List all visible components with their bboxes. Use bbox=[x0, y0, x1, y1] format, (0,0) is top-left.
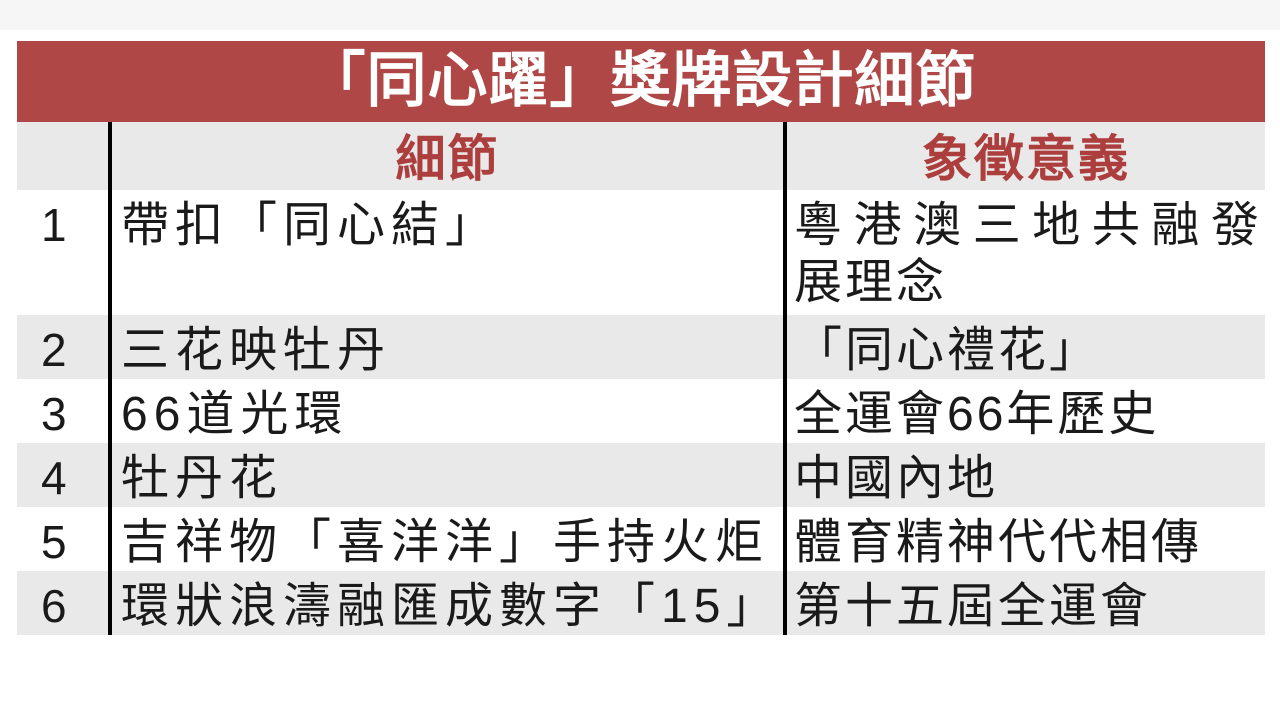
meaning-line: 粵港澳三地共融發 bbox=[794, 199, 1259, 252]
detail-cell: 環狀浪濤融匯成數字「15」 bbox=[108, 571, 783, 635]
table-title: 「同心躍」獎牌設計細節 bbox=[17, 41, 1265, 122]
row-number: 1 bbox=[41, 199, 67, 251]
meaning-line: 中國內地 bbox=[794, 452, 999, 505]
table-row: 5 吉祥物「喜洋洋」手持火炬 體育精神代代相傳 bbox=[17, 507, 1265, 571]
top-strip bbox=[0, 0, 1280, 30]
row-number: 6 bbox=[41, 580, 67, 632]
table-row: 3 66道光環 全運會66年歷史 bbox=[17, 379, 1265, 443]
header-meaning: 象徵意義 bbox=[783, 122, 1265, 192]
meaning-line: 第十五屆全運會 bbox=[794, 580, 1152, 633]
meaning-line: 全運會66年歷史 bbox=[794, 388, 1160, 441]
medal-design-table: 「同心躍」獎牌設計細節 細節 象徵意義 1 帶扣「同心結」 粵港澳三地共融發 展理念 2… bbox=[17, 41, 1265, 635]
table-header-row: 細節 象徵意義 bbox=[17, 122, 1265, 192]
meaning-cell: 第十五屆全運會 bbox=[783, 571, 1265, 635]
table-row: 4 牡丹花 中國內地 bbox=[17, 443, 1265, 507]
row-number: 2 bbox=[41, 324, 67, 376]
table-row: 1 帶扣「同心結」 粵港澳三地共融發 展理念 bbox=[17, 190, 1265, 315]
meaning-line: 體育精神代代相傳 bbox=[794, 516, 1203, 569]
detail-cell: 牡丹花 bbox=[108, 443, 783, 507]
meaning-cell: 全運會66年歷史 bbox=[783, 379, 1265, 443]
meaning-line: 「同心禮花」 bbox=[794, 324, 1101, 377]
table-row: 2 三花映牡丹 「同心禮花」 bbox=[17, 315, 1265, 379]
header-number-column bbox=[17, 122, 108, 192]
meaning-cell: 「同心禮花」 bbox=[783, 315, 1265, 379]
detail-cell: 帶扣「同心結」 bbox=[108, 190, 783, 315]
table-row: 6 環狀浪濤融匯成數字「15」 第十五屆全運會 bbox=[17, 571, 1265, 635]
detail-cell: 三花映牡丹 bbox=[108, 315, 783, 379]
detail-cell: 吉祥物「喜洋洋」手持火炬 bbox=[108, 507, 783, 571]
meaning-cell: 中國內地 bbox=[783, 443, 1265, 507]
header-detail: 細節 bbox=[108, 122, 783, 192]
table-body: 1 帶扣「同心結」 粵港澳三地共融發 展理念 2 三花映牡丹 「同心禮花」 3 66道光環 全運會… bbox=[17, 190, 1265, 635]
meaning-cell: 體育精神代代相傳 bbox=[783, 507, 1265, 571]
row-number: 4 bbox=[41, 452, 67, 504]
row-number: 5 bbox=[41, 516, 67, 568]
detail-cell: 66道光環 bbox=[108, 379, 783, 443]
meaning-cell: 粵港澳三地共融發 展理念 bbox=[783, 190, 1265, 315]
row-number: 3 bbox=[41, 388, 67, 440]
meaning-line: 展理念 bbox=[794, 256, 948, 309]
